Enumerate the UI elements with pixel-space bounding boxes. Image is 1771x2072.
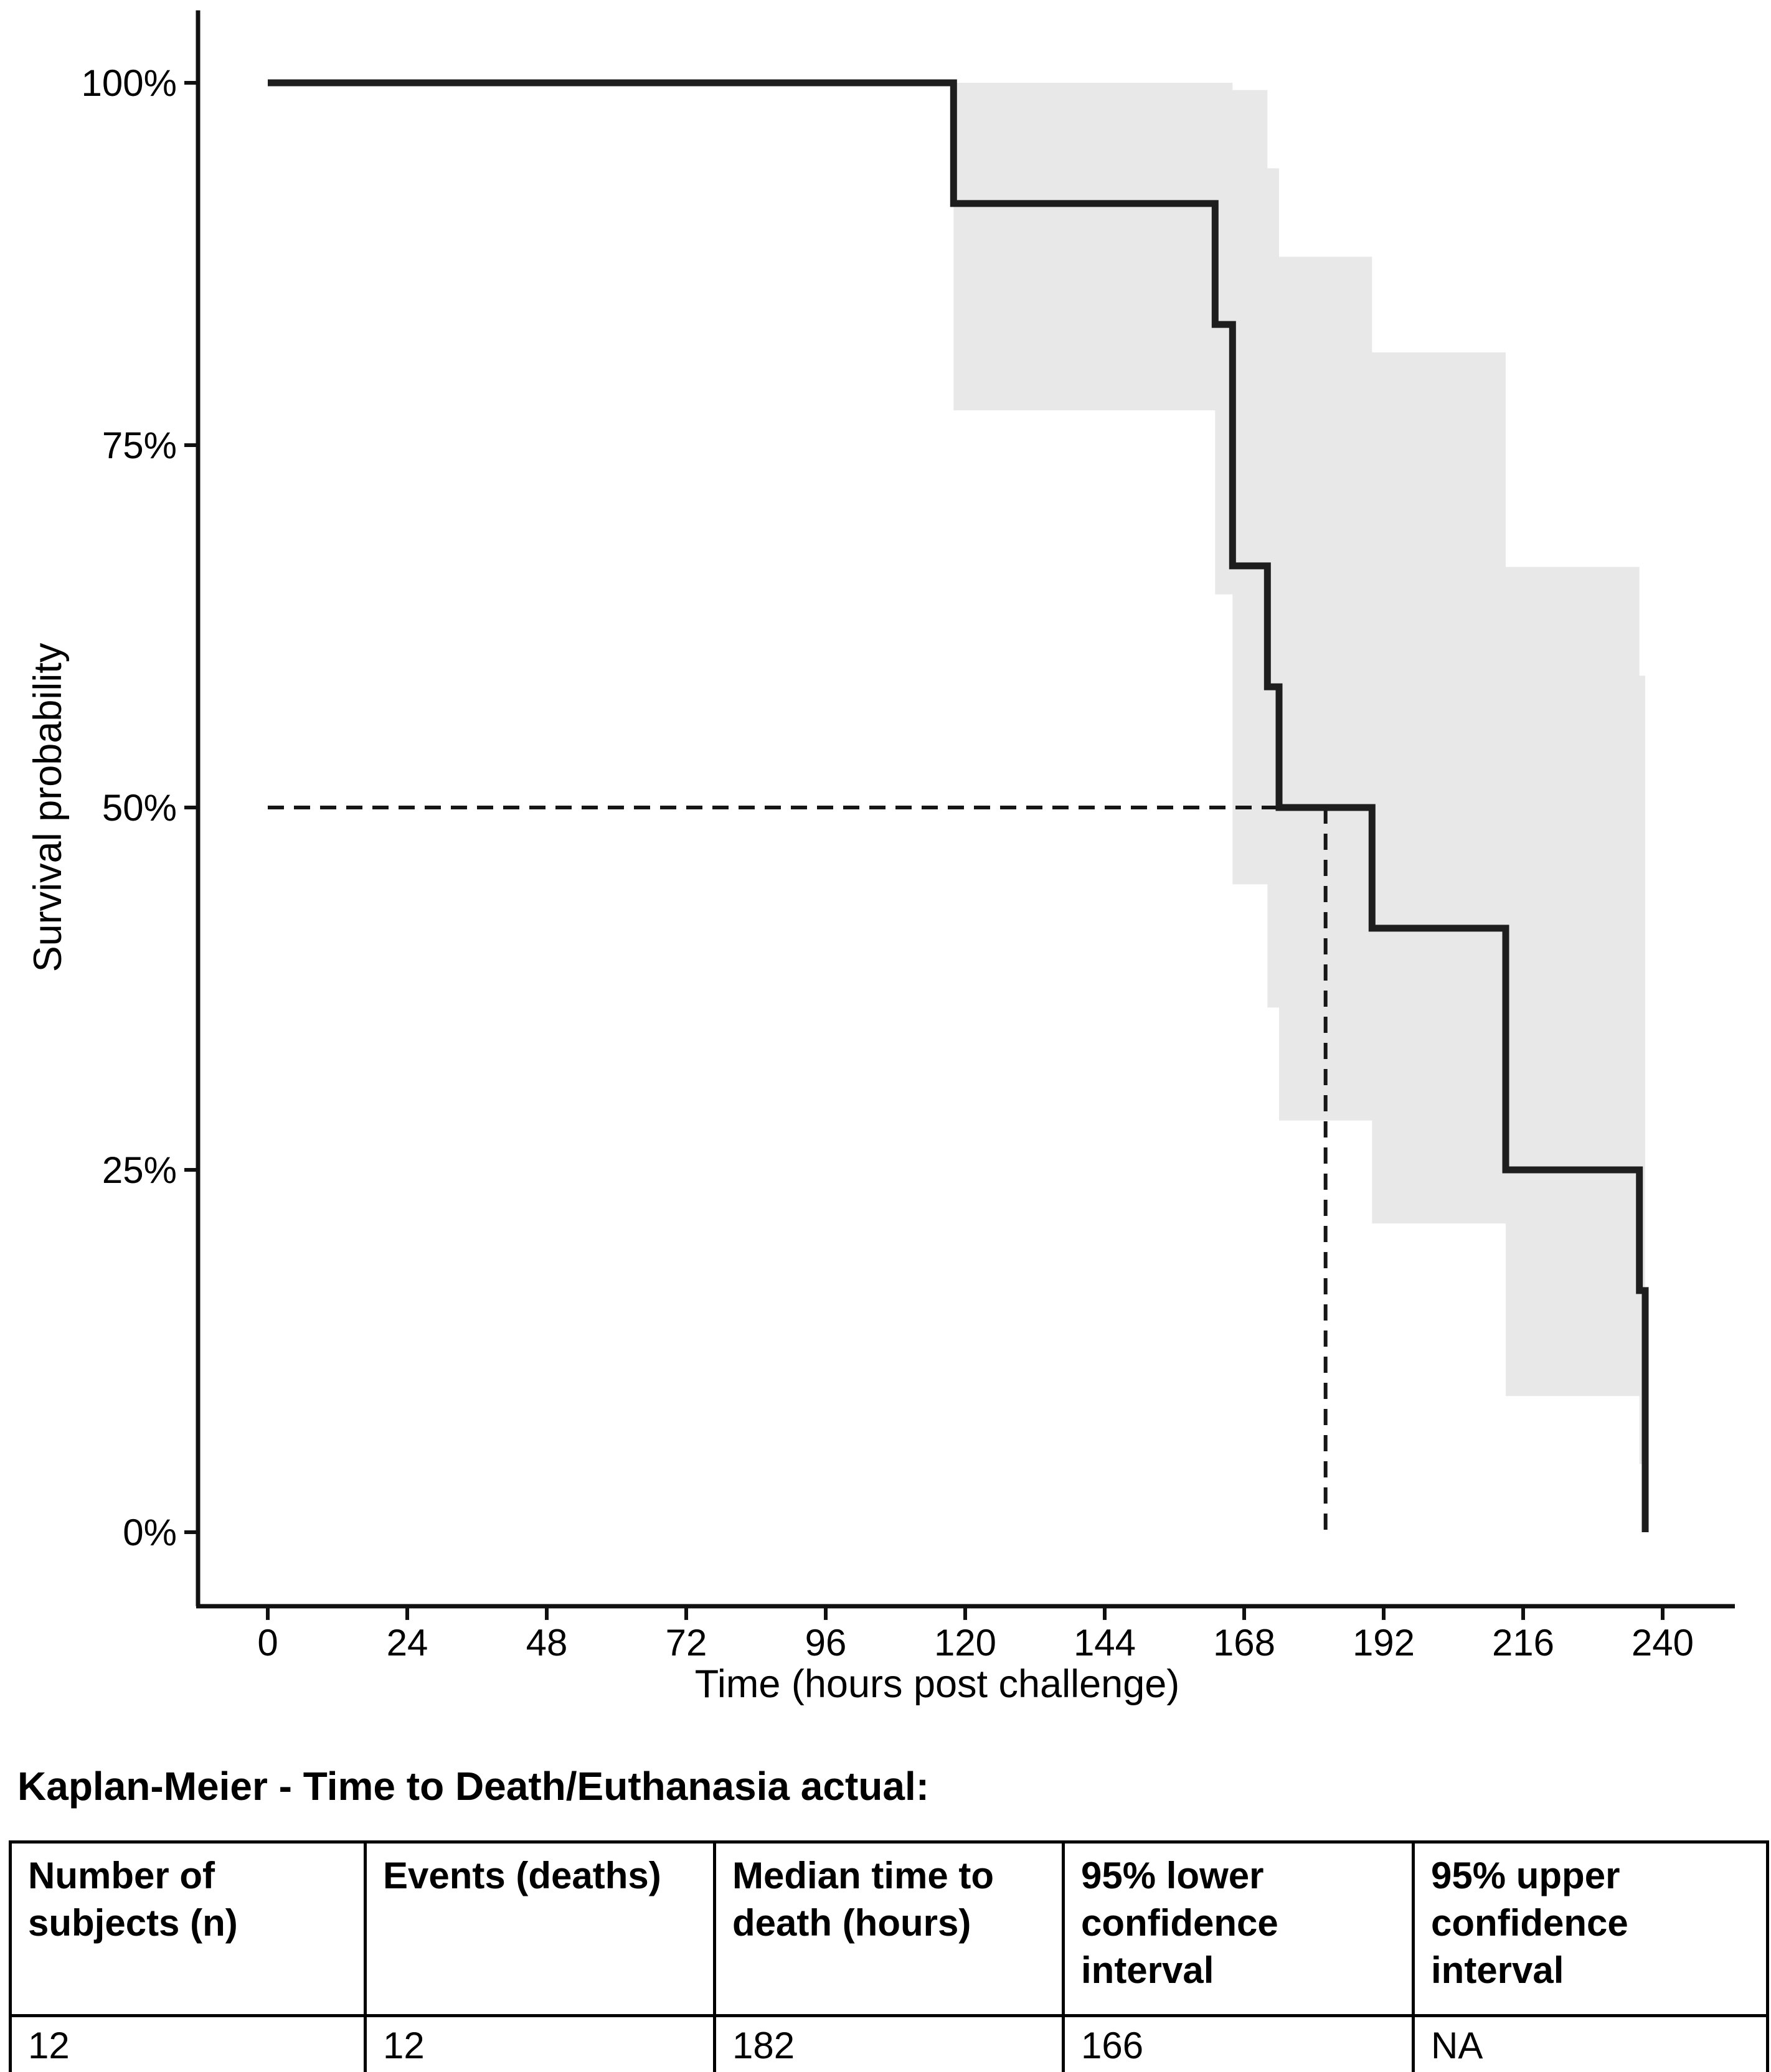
table-title: Kaplan-Meier - Time to Death/Euthanasia … <box>17 1764 930 1809</box>
y-axis-title: Survival probability <box>26 643 70 972</box>
x-tick-label: 192 <box>1353 1622 1415 1664</box>
x-tick-label: 216 <box>1492 1622 1554 1664</box>
x-tick-label: 96 <box>805 1622 847 1664</box>
y-tick-label: 0% <box>123 1512 177 1553</box>
cell-median-time: 182 <box>713 2014 1065 2072</box>
x-tick-label: 144 <box>1074 1622 1136 1664</box>
table-header-row: Number of subjects (n) Events (deaths) M… <box>9 1840 1769 2017</box>
header-number-of-subjects: Number of subjects (n) <box>9 1840 367 2017</box>
cell-95-upper-ci: NA <box>1412 2014 1769 2072</box>
x-tick-label: 48 <box>526 1622 568 1664</box>
cell-95-lower-ci: 166 <box>1062 2014 1415 2072</box>
survival-curve <box>268 79 1649 1532</box>
header-median-time: Median time to death (hours) <box>713 1840 1065 2017</box>
y-tick-label: 75% <box>102 425 177 466</box>
x-tick-label: 120 <box>934 1622 996 1664</box>
ci-band <box>953 83 1645 1464</box>
cell-number-of-subjects: 12 <box>9 2014 367 2072</box>
x-tick-label: 240 <box>1632 1622 1694 1664</box>
header-95-lower-ci: 95% lower confidence interval <box>1062 1840 1415 2017</box>
km-summary-table: Number of subjects (n) Events (deaths) M… <box>9 1840 1769 2072</box>
x-tick-label: 168 <box>1213 1622 1275 1664</box>
y-tick-label: 25% <box>102 1149 177 1191</box>
y-tick-label: 100% <box>82 62 177 104</box>
x-axis-title: Time (hours post challenge) <box>695 1662 1180 1706</box>
x-tick-label: 0 <box>257 1622 278 1664</box>
cell-events-deaths: 12 <box>364 2014 716 2072</box>
km-chart: 0 24 48 72 96 120 144 168 192 216 240 0% 25% 50% 75% 10… <box>26 10 1735 1706</box>
x-tick-label: 24 <box>387 1622 428 1664</box>
table-data-row: 12 12 182 166 NA <box>9 2014 1769 2072</box>
y-tick-label: 50% <box>102 787 177 829</box>
header-95-upper-ci: 95% upper confidence interval <box>1412 1840 1769 2017</box>
x-tick-label: 72 <box>666 1622 707 1664</box>
header-events-deaths: Events (deaths) <box>364 1840 716 2017</box>
